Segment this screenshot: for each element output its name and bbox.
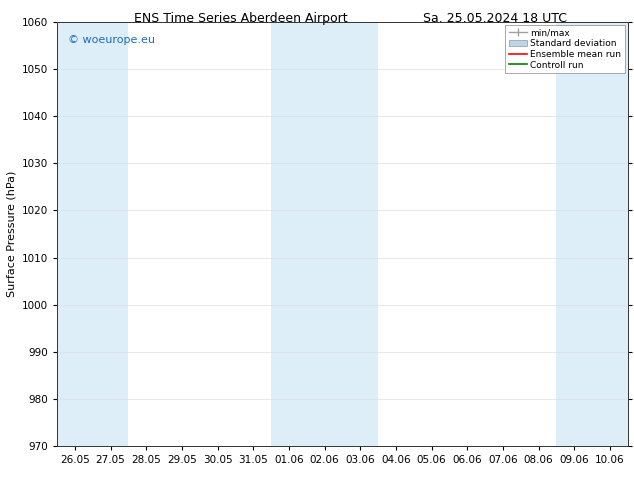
Y-axis label: Surface Pressure (hPa): Surface Pressure (hPa) <box>6 171 16 297</box>
Text: Sa. 25.05.2024 18 UTC: Sa. 25.05.2024 18 UTC <box>422 12 567 25</box>
Bar <box>57 22 128 446</box>
Legend: min/max, Standard deviation, Ensemble mean run, Controll run: min/max, Standard deviation, Ensemble me… <box>505 25 625 74</box>
Bar <box>271 22 378 446</box>
Text: ENS Time Series Aberdeen Airport: ENS Time Series Aberdeen Airport <box>134 12 347 25</box>
Bar <box>557 22 628 446</box>
Text: © woeurope.eu: © woeurope.eu <box>68 35 155 45</box>
